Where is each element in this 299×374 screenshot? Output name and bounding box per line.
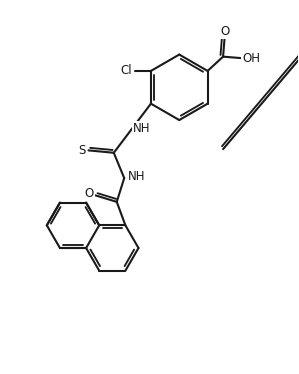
Text: NH: NH [132,122,150,135]
Text: O: O [220,25,229,38]
Text: S: S [78,144,86,157]
Text: OH: OH [242,52,260,65]
Text: NH: NH [128,170,145,183]
Text: Cl: Cl [120,64,132,77]
Text: O: O [85,187,94,200]
